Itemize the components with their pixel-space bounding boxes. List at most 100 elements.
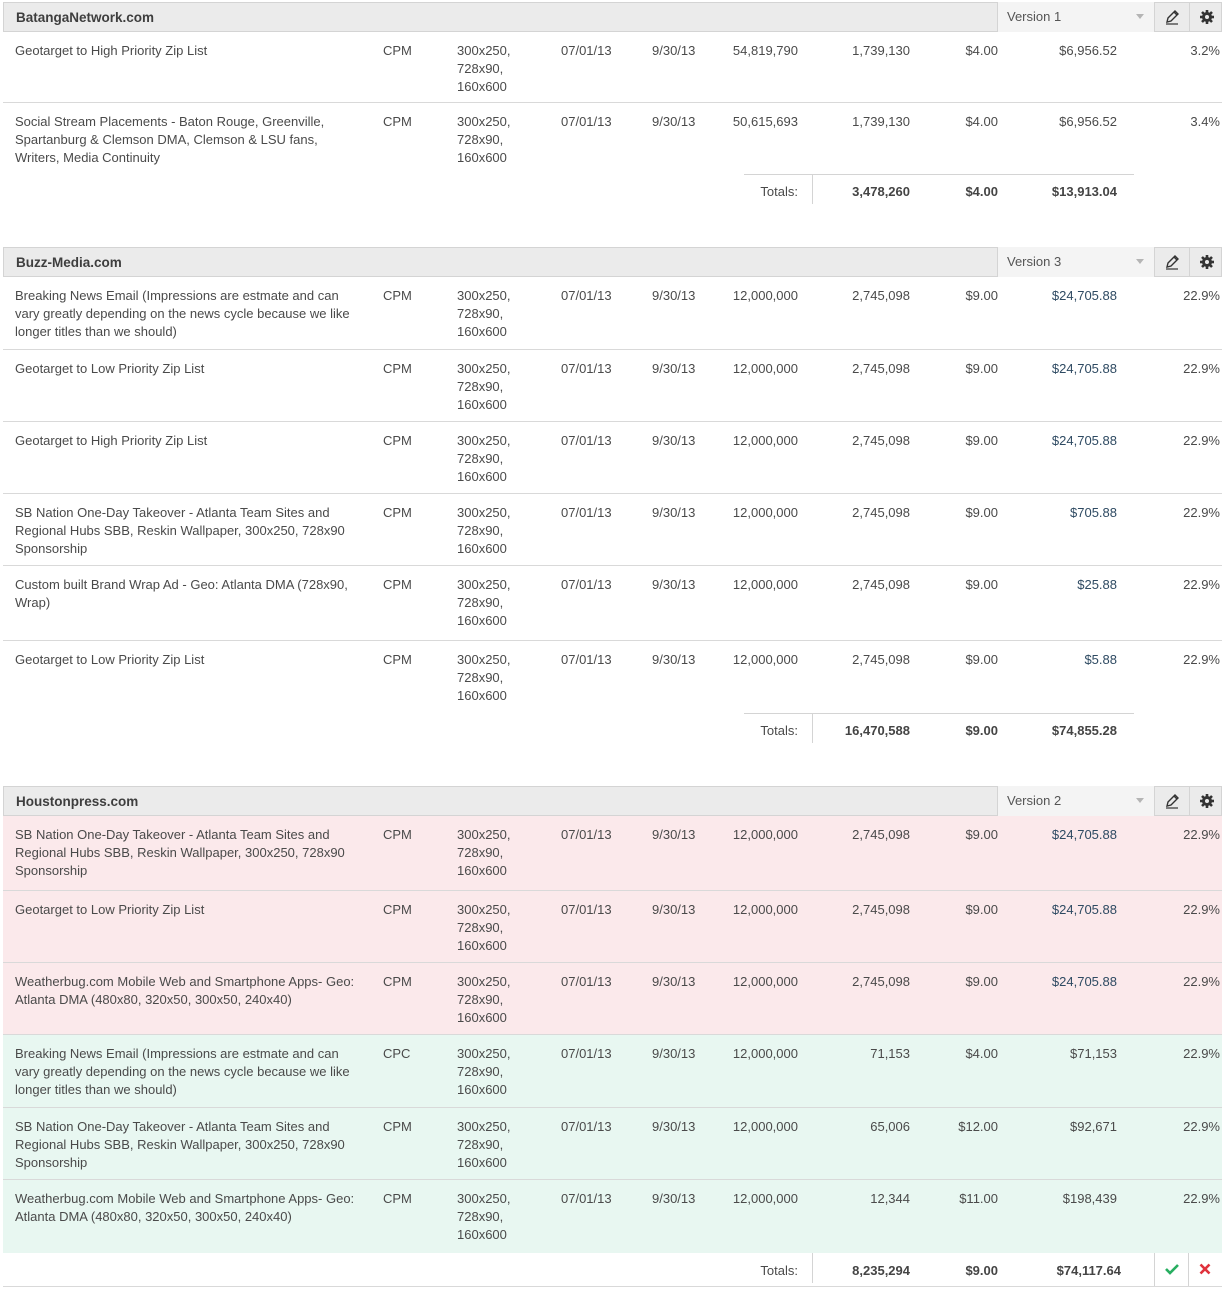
line-item-name: Breaking News Email (Impressions are est…	[15, 1046, 350, 1097]
cost-link[interactable]: $24,705.88	[1051, 827, 1117, 842]
divider	[744, 713, 1134, 714]
delivered-impressions: 2,745,098	[852, 974, 910, 989]
percent: 22.9%	[1183, 827, 1220, 842]
section-header: Houstonpress.com Version 2	[3, 786, 1222, 816]
rate: $9.00	[965, 902, 998, 917]
rate: $4.00	[965, 43, 998, 58]
end-date: 9/30/13	[652, 288, 696, 303]
delivered-impressions: 12,344	[870, 1191, 910, 1206]
end-date: 9/30/13	[652, 433, 696, 448]
totals-impressions: 16,470,588	[844, 723, 910, 738]
rate: $9.00	[965, 577, 998, 592]
section-header: Buzz-Media.com Version 3	[3, 247, 1222, 277]
table-row: Geotarget to Low Priority Zip List CPM 3…	[3, 641, 1222, 713]
table-row-removed: SB Nation One-Day Takeover - Atlanta Tea…	[3, 816, 1222, 891]
version-select[interactable]: Version 2	[997, 786, 1155, 816]
table-row: Breaking News Email (Impressions are est…	[3, 277, 1222, 350]
total-impressions: 12,000,000	[732, 1046, 798, 1061]
total-impressions: 12,000,000	[732, 827, 798, 842]
totals-label: Totals:	[760, 1263, 798, 1278]
delivered-impressions: 2,745,098	[852, 902, 910, 917]
totals-impressions: 8,235,294	[852, 1263, 910, 1278]
ad-sizes: 300x250, 728x90, 160x600	[457, 827, 511, 878]
line-item-name: Geotarget to Low Priority Zip List	[15, 902, 205, 917]
version-select[interactable]: Version 3	[997, 247, 1155, 277]
pricing-type: CPM	[383, 114, 412, 129]
start-date: 07/01/13	[561, 652, 612, 667]
line-item-name: Social Stream Placements - Baton Rouge, …	[15, 114, 325, 165]
table-row-removed: Weatherbug.com Mobile Web and Smartphone…	[3, 963, 1222, 1035]
total-impressions: 50,615,693	[732, 114, 798, 129]
end-date: 9/30/13	[652, 1191, 696, 1206]
cost-link[interactable]: $24,705.88	[1051, 361, 1117, 376]
chevron-down-icon	[1136, 798, 1144, 803]
end-date: 9/30/13	[652, 43, 696, 58]
start-date: 07/01/13	[561, 43, 612, 58]
section-houstonpress: Houstonpress.com Version 2 SB Nation One…	[3, 786, 1222, 1287]
ad-sizes: 300x250, 728x90, 160x600	[457, 1119, 511, 1170]
cost-link[interactable]: $24,705.88	[1051, 974, 1117, 989]
chevron-down-icon	[1136, 259, 1144, 264]
delivered-impressions: 2,745,098	[852, 361, 910, 376]
delivered-impressions: 1,739,130	[852, 43, 910, 58]
cost: $198,439	[1062, 1191, 1117, 1206]
ad-sizes: 300x250, 728x90, 160x600	[457, 652, 511, 703]
rate: $9.00	[965, 505, 998, 520]
percent: 22.9%	[1183, 505, 1220, 520]
end-date: 9/30/13	[652, 114, 696, 129]
ad-sizes: 300x250, 728x90, 160x600	[457, 974, 511, 1025]
start-date: 07/01/13	[561, 1046, 612, 1061]
total-impressions: 12,000,000	[732, 652, 798, 667]
totals-impressions: 3,478,260	[852, 184, 910, 199]
confirm-button[interactable]	[1154, 1253, 1188, 1286]
ad-sizes: 300x250, 728x90, 160x600	[457, 1046, 511, 1097]
edit-button[interactable]	[1155, 2, 1189, 32]
rate: $4.00	[965, 1046, 998, 1061]
line-item-name: Weatherbug.com Mobile Web and Smartphone…	[15, 1191, 355, 1224]
percent: 22.9%	[1183, 1119, 1220, 1134]
version-select[interactable]: Version 1	[997, 2, 1155, 32]
cost-link[interactable]: $705.88	[1070, 505, 1117, 520]
cost-link[interactable]: $24,705.88	[1051, 902, 1117, 917]
settings-button[interactable]	[1189, 2, 1223, 32]
total-impressions: 12,000,000	[732, 505, 798, 520]
line-item-name: Weatherbug.com Mobile Web and Smartphone…	[15, 974, 355, 1007]
rate: $9.00	[965, 827, 998, 842]
end-date: 9/30/13	[652, 902, 696, 917]
line-item-name: Geotarget to Low Priority Zip List	[15, 361, 205, 376]
edit-button[interactable]	[1155, 247, 1189, 277]
pricing-type: CPM	[383, 43, 412, 58]
ad-sizes: 300x250, 728x90, 160x600	[457, 1191, 511, 1242]
percent: 22.9%	[1183, 652, 1220, 667]
divider	[744, 174, 1134, 175]
edit-button[interactable]	[1155, 786, 1189, 816]
rate: $12.00	[958, 1119, 998, 1134]
cost-link[interactable]: $25.88	[1077, 577, 1117, 592]
delivered-impressions: 2,745,098	[852, 505, 910, 520]
cost-link[interactable]: $5.88	[1084, 652, 1117, 667]
table-row-added: Weatherbug.com Mobile Web and Smartphone…	[3, 1180, 1222, 1253]
total-impressions: 12,000,000	[732, 974, 798, 989]
divider	[812, 1253, 813, 1283]
table-row-removed: Geotarget to Low Priority Zip List CPM 3…	[3, 891, 1222, 963]
settings-button[interactable]	[1189, 247, 1223, 277]
percent: 3.2%	[1190, 43, 1220, 58]
section-title: BatangaNetwork.com	[16, 10, 155, 25]
start-date: 07/01/13	[561, 288, 612, 303]
delivered-impressions: 2,745,098	[852, 433, 910, 448]
delivered-impressions: 2,745,098	[852, 288, 910, 303]
start-date: 07/01/13	[561, 114, 612, 129]
pricing-type: CPM	[383, 577, 412, 592]
ad-sizes: 300x250, 728x90, 160x600	[457, 114, 511, 165]
total-impressions: 12,000,000	[732, 902, 798, 917]
pricing-type: CPM	[383, 827, 412, 842]
cost-link[interactable]: $24,705.88	[1051, 288, 1117, 303]
pricing-type: CPM	[383, 361, 412, 376]
cost-link[interactable]: $24,705.88	[1051, 433, 1117, 448]
totals-row: Totals: 3,478,260 $4.00 $13,913.04	[3, 174, 1222, 208]
cancel-button[interactable]	[1188, 1253, 1222, 1286]
rate: $9.00	[965, 433, 998, 448]
settings-button[interactable]	[1189, 786, 1223, 816]
start-date: 07/01/13	[561, 361, 612, 376]
table-row: Geotarget to High Priority Zip List CPM …	[3, 422, 1222, 494]
